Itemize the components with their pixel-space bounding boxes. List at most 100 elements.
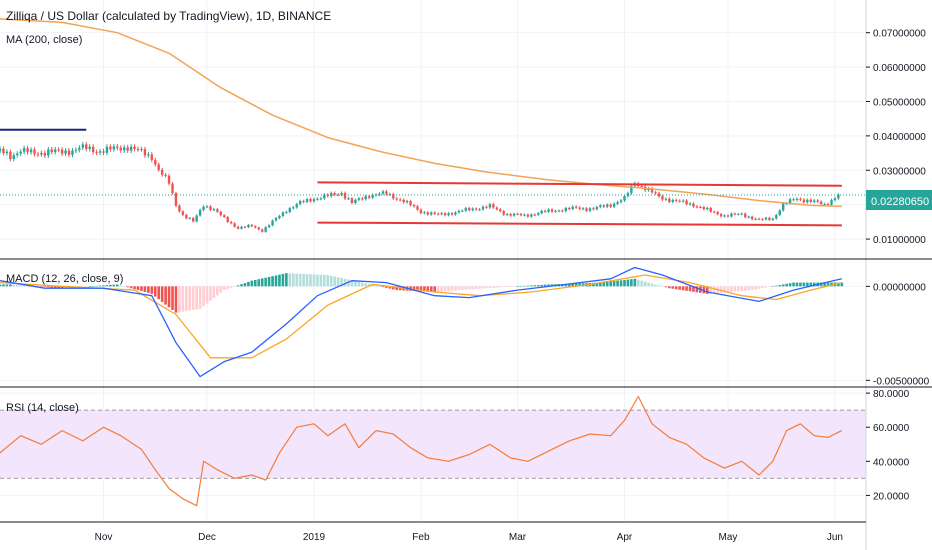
candle-body [371,194,374,198]
price-axis-tick-label: 0.04000000 [873,132,926,143]
current-price-label: 0.02280650 [871,196,929,208]
macd-histogram-bar [412,286,416,291]
macd-histogram-bar [9,284,12,287]
candle-body [292,207,295,209]
candle-body [202,206,205,210]
macd-histogram-bar [354,281,357,287]
macd-histogram-bar [119,285,123,287]
macd-histogram-bar [191,286,195,310]
candle-body [792,199,795,201]
candle-body [430,212,433,215]
candle-body [178,205,181,212]
candle-body [192,218,195,222]
macd-histogram-bar [540,284,543,287]
macd-histogram-bar [578,283,581,287]
candle-body [81,144,85,148]
candle-body [750,216,754,220]
macd-histogram-bar [595,282,599,287]
candle-body [336,194,340,196]
candle-body [747,216,750,218]
candle-body [709,207,712,212]
candle-body [609,204,612,207]
macd-histogram-bar [795,282,799,287]
candle-body [347,198,350,200]
candle-body [606,204,609,207]
candle-body [16,153,19,156]
macd-histogram-bar [726,286,730,293]
candle-body [271,220,274,226]
candle-body [433,212,436,214]
macd-histogram-bar [533,285,537,287]
candle-body [50,149,53,152]
candle-body [502,211,505,215]
candle-body [661,196,664,200]
candle-body [561,210,564,212]
macd-histogram-bar [267,276,271,287]
candle-body [436,213,440,215]
macd-histogram-bar [602,282,606,287]
candle-body [312,199,316,202]
time-axis-tick-label: May [719,532,738,543]
macd-histogram-bar [740,286,744,291]
macd-histogram-bar [40,286,43,287]
macd-histogram-bar [160,286,164,302]
macd-histogram-bar [788,283,792,287]
rsi-axis-tick-label: 40.0000 [873,457,910,468]
macd-histogram-bar [612,281,616,287]
macd-histogram-bar [278,274,281,287]
macd-histogram-bar [481,286,485,289]
candle-body [730,213,733,217]
candle-body [154,159,157,165]
candle-body [26,148,29,153]
candle-body [160,169,164,175]
candle-body [699,207,702,209]
candle-body [405,201,409,203]
candle-body [136,148,140,150]
macd-histogram-bar [464,286,468,290]
macd-histogram-bar [12,284,16,287]
macd-histogram-bar [171,286,174,310]
rsi-indicator-label[interactable]: RSI (14, close) [6,402,79,414]
macd-histogram-bar [664,286,668,288]
macd-histogram-bar [371,284,374,287]
candle-body [9,151,12,160]
candle-body [813,200,816,202]
candle-body [474,208,478,210]
candle-body [399,199,402,201]
candle-body [392,194,395,199]
macd-histogram-bar [826,282,830,287]
macd-histogram-bar [733,286,737,292]
candle-body [595,207,599,210]
candle-body [64,150,67,154]
macd-histogram-bar [88,286,92,287]
candle-body [692,203,695,207]
macd-indicator-label[interactable]: MACD (12, 26, close, 9) [6,273,123,285]
candle-body [495,207,499,210]
candle-body [212,209,216,211]
candle-body [757,218,761,220]
candle-body [123,147,126,151]
candle-body [706,207,709,210]
ma-indicator-label[interactable]: MA (200, close) [6,34,82,46]
candle-body [471,208,474,211]
candle-body [381,191,385,194]
macd-histogram-bar [222,286,226,291]
macd-histogram-bar [157,286,161,300]
macd-histogram-bar [205,286,209,304]
candle-body [457,210,461,213]
candle-body [809,199,812,202]
macd-histogram-bar [5,284,9,287]
macd-histogram-bar [712,286,716,294]
candle-body [364,196,367,200]
macd-histogram-bar [291,273,295,287]
candle-body [657,193,661,197]
candle-body [761,219,764,221]
trend-line-red[interactable] [317,181,842,187]
candle-body [509,214,512,216]
macd-histogram-bar [743,286,747,291]
candle-body [623,196,626,201]
trend-line-red[interactable] [317,221,842,227]
candle-body [775,215,778,219]
rsi-axis-tick-label: 80.0000 [873,389,910,400]
